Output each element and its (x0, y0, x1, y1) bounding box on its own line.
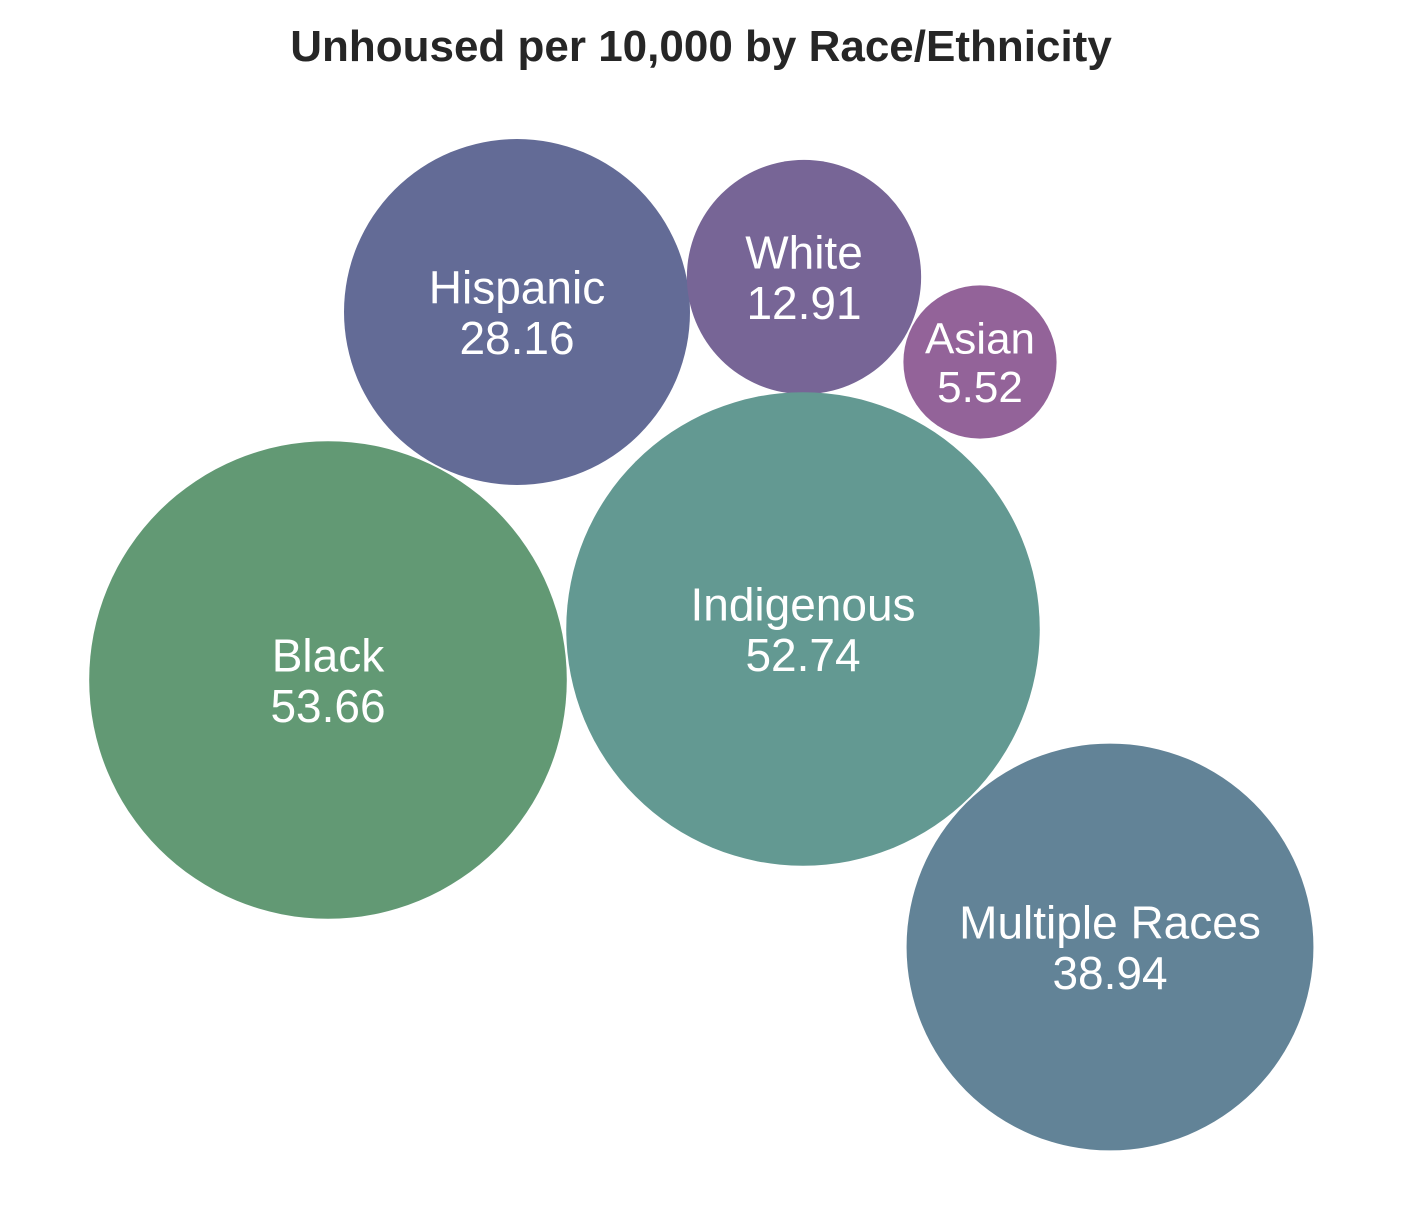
bubble-value-indigenous: 52.74 (745, 629, 860, 681)
bubble-label-black: Black (272, 629, 385, 681)
bubble-value-multiple-races: 38.94 (1052, 947, 1167, 999)
bubble-multiple-races (906, 743, 1314, 1151)
bubble-label-asian: Asian (925, 315, 1035, 364)
bubble-value-black: 53.66 (270, 680, 385, 732)
bubble-asian (903, 285, 1057, 439)
bubble-value-white: 12.91 (746, 277, 861, 329)
bubble-value-hispanic: 28.16 (459, 312, 574, 364)
bubble-label-white: White (745, 226, 863, 278)
bubble-indigenous (566, 392, 1040, 866)
bubble-label-hispanic: Hispanic (429, 261, 605, 313)
bubble-value-asian: 5.52 (937, 363, 1023, 412)
bubble-hispanic (344, 139, 690, 485)
bubble-label-multiple-races: Multiple Races (959, 896, 1261, 948)
chart-title: Unhoused per 10,000 by Race/Ethnicity (290, 22, 1112, 71)
bubble-label-indigenous: Indigenous (690, 578, 915, 630)
bubble-white (686, 159, 922, 395)
bubble-black (89, 441, 567, 919)
